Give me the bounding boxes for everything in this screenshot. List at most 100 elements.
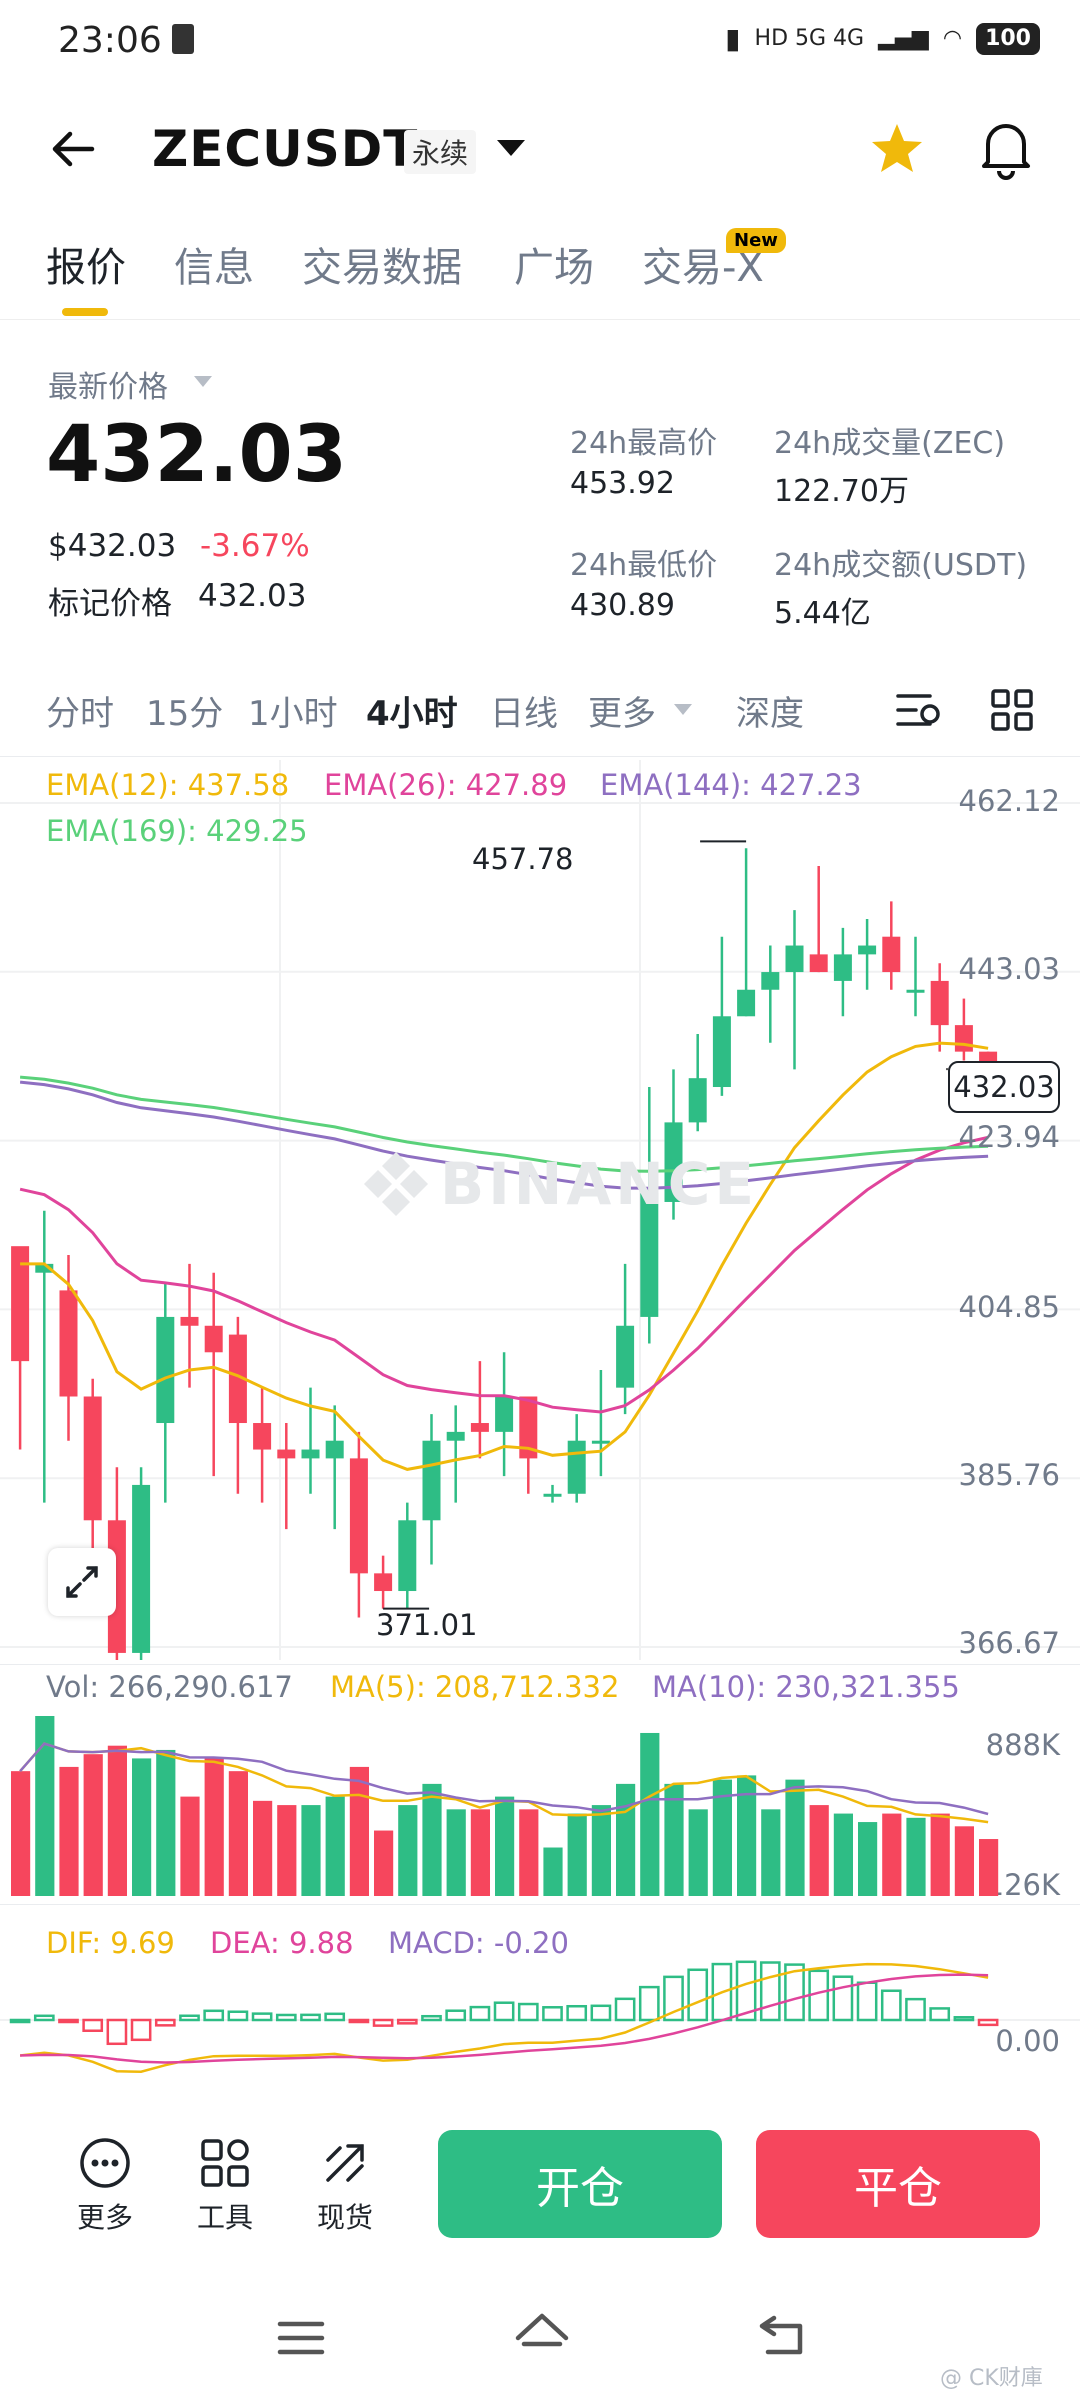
- macd-bar: [638, 1985, 660, 2022]
- menu-nav-icon[interactable]: [276, 2318, 326, 2358]
- macd-dif-label: DIF: 9.69: [46, 1926, 175, 1960]
- candle-body: [301, 1449, 320, 1459]
- active-tab-indicator: [62, 308, 108, 316]
- macd-bar: [784, 1963, 805, 2022]
- candle-body: [180, 1316, 199, 1326]
- status-time: 23:06: [58, 20, 162, 61]
- latest-price-label[interactable]: 最新价格: [48, 370, 168, 405]
- volume-bar: [906, 1817, 926, 1896]
- candle-body: [156, 1316, 175, 1424]
- candle-body: [737, 989, 756, 1017]
- tf-4h[interactable]: 4小时: [366, 694, 458, 734]
- macd-bar: [929, 2007, 951, 2022]
- chevron-down-icon[interactable]: [494, 136, 528, 160]
- macd-bar: [251, 2012, 273, 2022]
- fullscreen-button[interactable]: [48, 1548, 116, 1616]
- volume-bar: [107, 1745, 127, 1896]
- new-badge: New: [726, 228, 786, 253]
- spot-tool-label: 现货: [316, 2201, 373, 2234]
- macd-bar: [953, 2016, 975, 2022]
- macd-bar: [203, 2009, 225, 2022]
- candle-body: [930, 980, 949, 1026]
- y-tick: 443.03: [958, 952, 1060, 986]
- volume-bar: [253, 1800, 273, 1896]
- indicator-settings-icon[interactable]: [894, 688, 942, 732]
- candle-body: [882, 936, 901, 973]
- volume-bar: [204, 1758, 224, 1896]
- volume-bar: [785, 1779, 805, 1896]
- macd-bar: [832, 1975, 854, 2022]
- y-tick: 462.12: [958, 784, 1060, 818]
- more-tool[interactable]: 更多: [60, 2136, 150, 2236]
- volume-bar: [858, 1822, 878, 1896]
- bell-icon[interactable]: [978, 118, 1034, 180]
- candle-body: [591, 1440, 610, 1444]
- grid-layout-icon[interactable]: [990, 688, 1034, 732]
- ema144-line: [19, 1080, 989, 1190]
- mark-price-label: 标记价格: [48, 586, 172, 622]
- tab-quote[interactable]: 报价: [46, 245, 126, 291]
- credit-watermark: @ CK财庫: [940, 2366, 1043, 2391]
- macd-bar: [300, 2013, 321, 2022]
- macd-dif-line: [19, 1962, 989, 2073]
- wifi-icon: ◠: [942, 26, 963, 51]
- current-price-tag: 432.03: [948, 1061, 1060, 1113]
- candle-body: [495, 1396, 514, 1432]
- spot-tool[interactable]: 现货: [300, 2136, 390, 2236]
- caret-down-icon: [194, 376, 212, 387]
- tab-square[interactable]: 广场: [514, 245, 594, 291]
- ema169-label: EMA(169): 429.25: [46, 814, 308, 848]
- low-value: 430.89: [570, 588, 675, 623]
- macd-bar: [324, 2012, 346, 2022]
- high-label: 24h最高价: [570, 426, 718, 461]
- symbol-title[interactable]: ZECUSDT: [152, 120, 419, 178]
- volume-bar: [495, 1796, 515, 1896]
- macd-bar: [542, 2006, 563, 2022]
- binance-logo-icon: [364, 1152, 428, 1216]
- tab-info[interactable]: 信息: [174, 245, 254, 291]
- caret-down-icon: [674, 704, 692, 715]
- candlestick-chart[interactable]: [0, 760, 1080, 1660]
- volume-bar: [954, 1826, 974, 1896]
- volume-value: 122.70万: [774, 474, 909, 509]
- macd-bar: [590, 2004, 612, 2022]
- volume-bar: [325, 1796, 345, 1896]
- close-position-button[interactable]: 平仓: [756, 2130, 1040, 2238]
- open-position-button[interactable]: 开仓: [438, 2130, 722, 2238]
- candle-body: [567, 1440, 586, 1494]
- volume-divider: [0, 1664, 1080, 1665]
- macd-bar: [227, 2010, 249, 2022]
- chart-top-divider: [0, 756, 1080, 757]
- home-nav-icon[interactable]: [512, 2310, 572, 2362]
- ema26-line: [19, 1135, 989, 1414]
- volume-ma5-label: MA(5): 208,712.332: [330, 1670, 620, 1704]
- tf-15m[interactable]: 15分: [146, 694, 224, 734]
- tf-depth[interactable]: 深度: [736, 694, 804, 734]
- tf-timeline[interactable]: 分时: [46, 694, 114, 734]
- tools-tool-label: 工具: [196, 2201, 253, 2234]
- volume-bar: [640, 1732, 660, 1896]
- macd-bar: [977, 2018, 999, 2027]
- swap-arrows-icon: [326, 2144, 364, 2182]
- star-icon[interactable]: [868, 120, 926, 178]
- y-tick: 366.67: [958, 1626, 1060, 1660]
- mark-price: 432.03: [198, 578, 307, 614]
- volume-bar: [277, 1805, 297, 1896]
- volume-bar: [737, 1775, 757, 1896]
- candle-body: [640, 1193, 659, 1317]
- candle-body: [858, 945, 877, 955]
- change-percent: -3.67%: [200, 528, 310, 564]
- y-tick: 423.94: [958, 1120, 1060, 1154]
- volume-bar: [349, 1766, 369, 1896]
- tab-trade-data[interactable]: 交易数据: [302, 245, 462, 291]
- low-label: 24h最低价: [570, 548, 718, 583]
- tf-1h[interactable]: 1小时: [248, 694, 338, 734]
- candle-body: [616, 1325, 635, 1388]
- back-arrow-icon[interactable]: [48, 124, 98, 174]
- volume-ma10-label: MA(10): 230,321.355: [652, 1670, 960, 1704]
- tools-tool[interactable]: 工具: [180, 2136, 270, 2236]
- tf-more[interactable]: 更多: [588, 694, 656, 734]
- candle-body: [543, 1493, 562, 1497]
- back-nav-icon[interactable]: [756, 2310, 812, 2362]
- tf-1d[interactable]: 日线: [490, 694, 558, 734]
